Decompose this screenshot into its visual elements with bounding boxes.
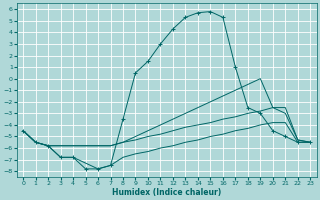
X-axis label: Humidex (Indice chaleur): Humidex (Indice chaleur) <box>112 188 221 197</box>
